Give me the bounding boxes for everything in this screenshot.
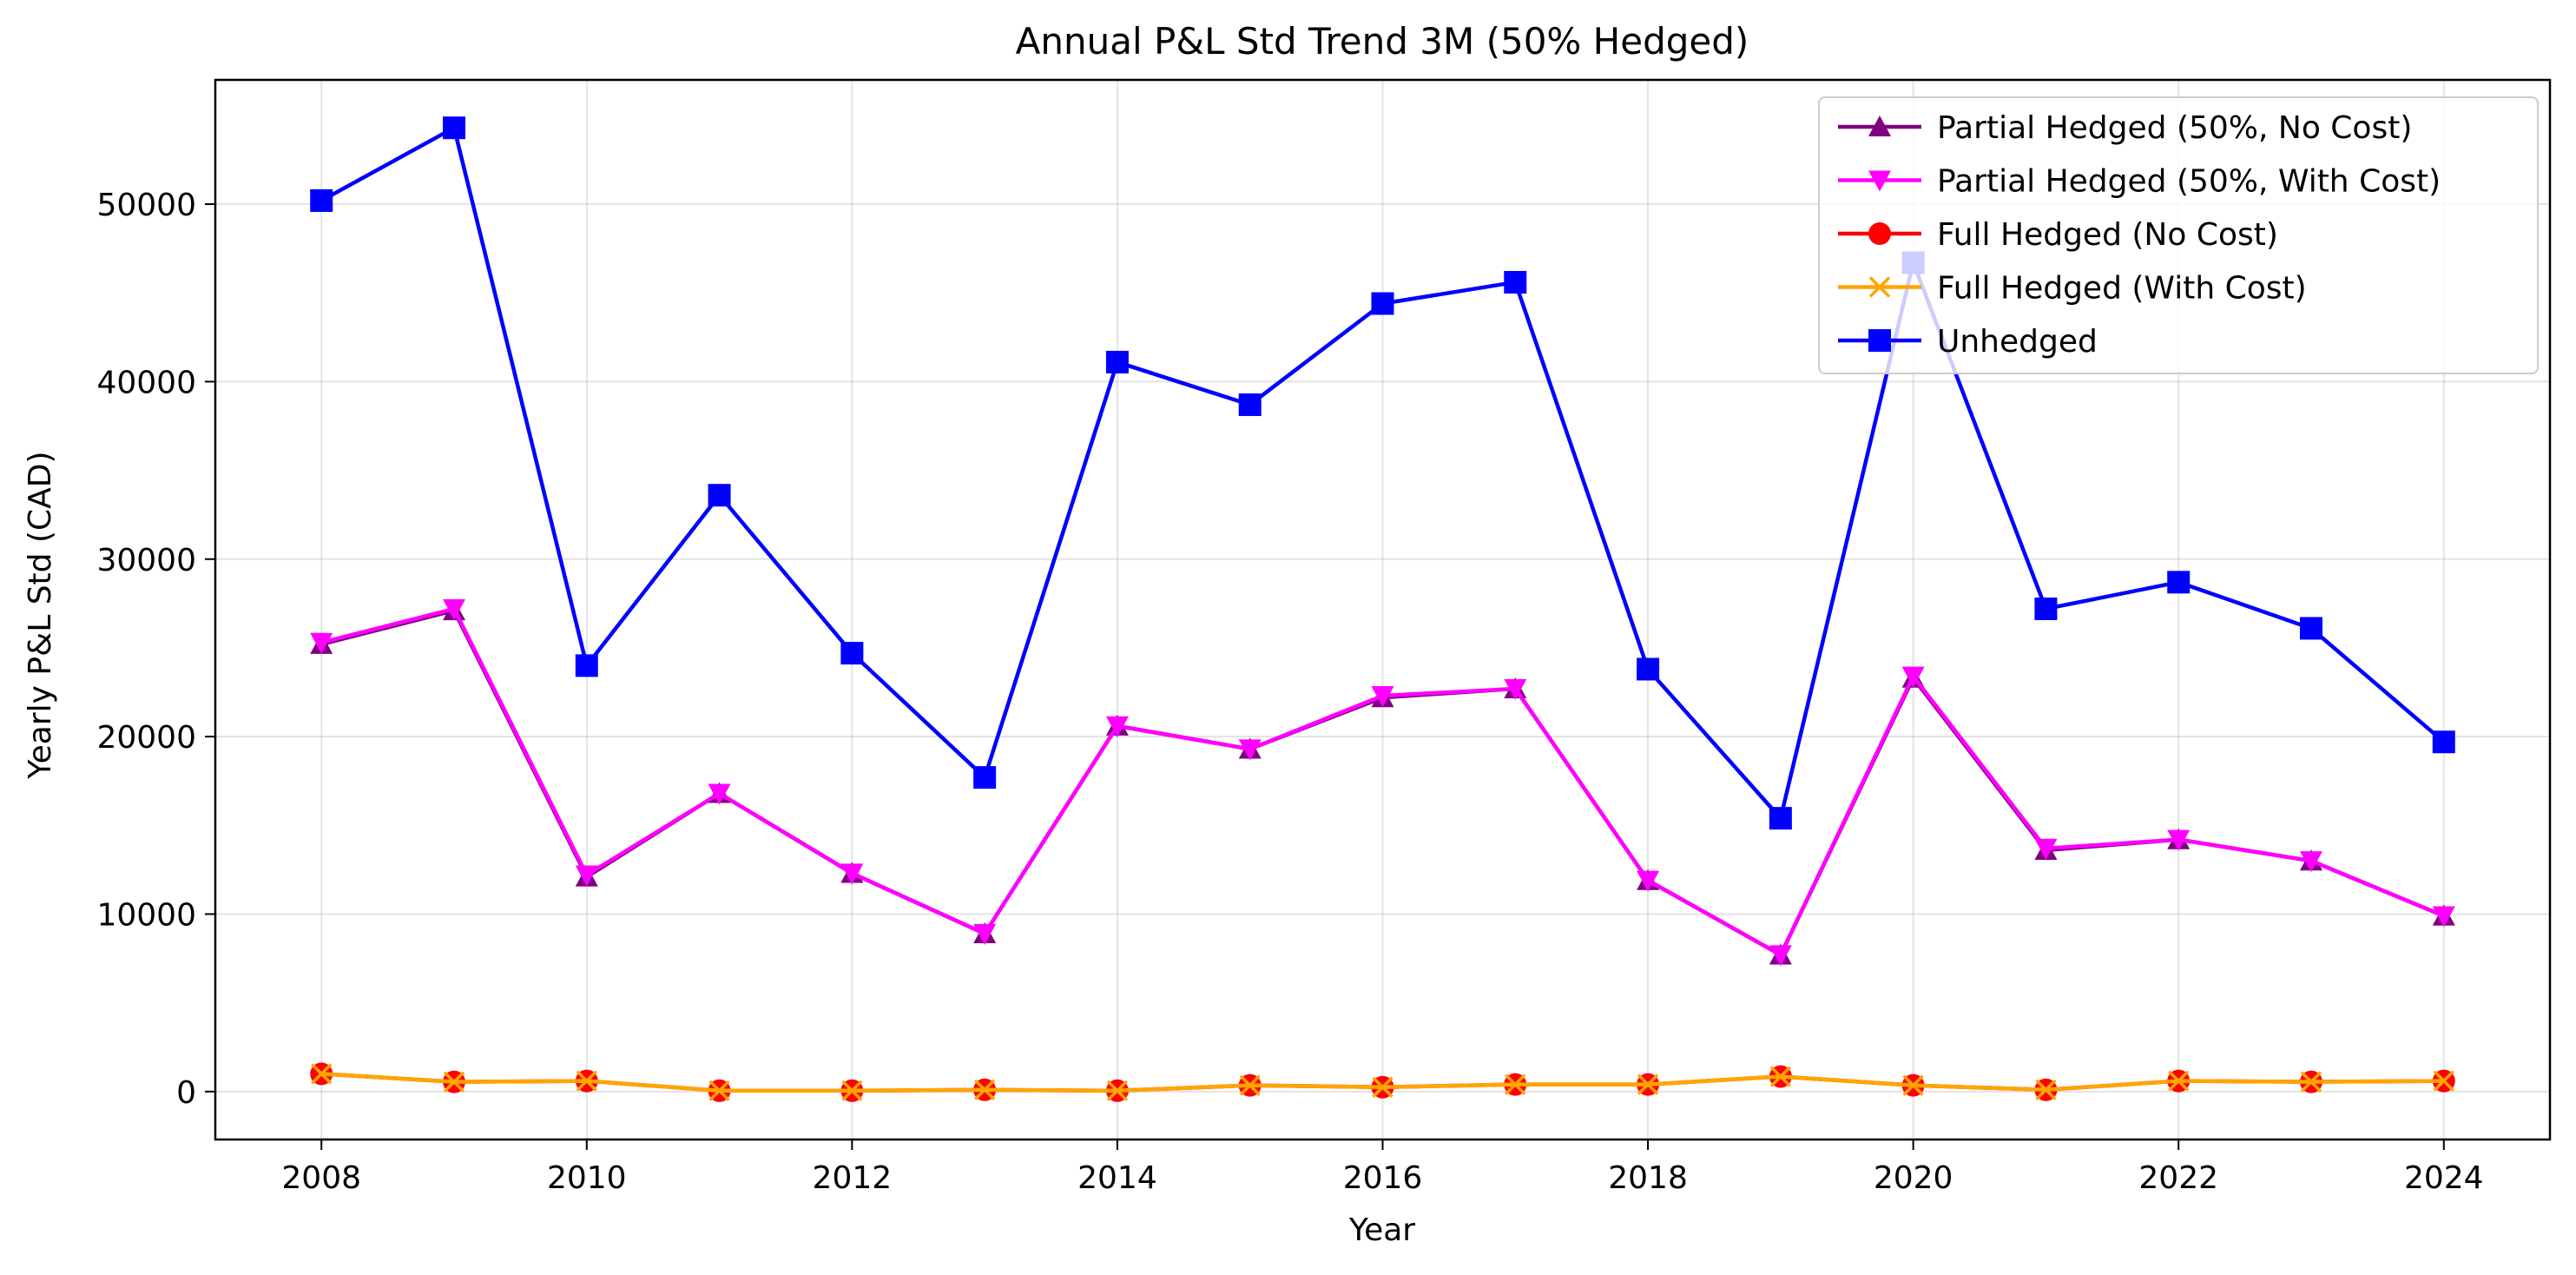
legend-label: Partial Hedged (50%, With Cost)	[1937, 164, 2441, 200]
data-point	[2167, 829, 2191, 851]
data-point	[2299, 851, 2322, 873]
x-tick-label: 2022	[2138, 1160, 2218, 1196]
x-tick-label: 2012	[813, 1160, 893, 1196]
legend-item-partial-hedged-50-no-cost: Partial Hedged (50%, No Cost)	[1838, 110, 2412, 146]
data-point	[443, 116, 466, 140]
data-point	[1637, 657, 1660, 681]
legend-box	[1818, 96, 2539, 374]
legend-item-partial-hedged-50-with-cost: Partial Hedged (50%, With Cost)	[1838, 164, 2441, 200]
data-point	[1371, 686, 1394, 708]
x-tick-label: 2018	[1608, 1160, 1688, 1196]
data-point	[1106, 1080, 1129, 1102]
series-layer	[310, 116, 2455, 1102]
data-point	[1505, 1074, 1526, 1095]
y-tick-label: 50000	[96, 188, 196, 223]
data-point	[1239, 1074, 1261, 1096]
data-point	[310, 1063, 333, 1085]
x-axis-label: Year	[1348, 1212, 1415, 1248]
legend-marker	[1868, 276, 1891, 298]
legend-label: Partial Hedged (50%, No Cost)	[1937, 110, 2412, 146]
data-point	[973, 1079, 996, 1101]
data-point	[1769, 945, 1792, 967]
x-tick-label: 2014	[1077, 1160, 1157, 1196]
data-point	[2167, 571, 2191, 594]
x-tick-label: 2010	[547, 1160, 627, 1196]
data-point	[1504, 678, 1527, 700]
chart-title: Annual P&L Std Trend 3M (50% Hedged)	[1016, 20, 1749, 63]
legend: Partial Hedged (50%, No Cost) Partial Hed…	[1818, 96, 2539, 374]
data-point	[840, 863, 864, 885]
data-point	[708, 484, 731, 507]
data-point	[973, 923, 997, 945]
y-tick-label: 40000	[96, 365, 196, 400]
y-tick-label: 30000	[96, 543, 196, 578]
legend-label: Full Hedged (With Cost)	[1937, 271, 2307, 307]
data-point	[1902, 1074, 1924, 1096]
data-point	[443, 1071, 465, 1093]
data-point	[1371, 292, 1394, 315]
data-point	[1901, 666, 1925, 688]
data-point	[2433, 1070, 2455, 1092]
data-point	[1769, 1066, 1792, 1087]
series-partial-hedged-50-with-cost	[310, 598, 2455, 967]
y-tick-label: 10000	[96, 897, 196, 933]
legend-marker	[1868, 329, 1891, 352]
data-point	[2167, 1070, 2190, 1092]
x-tick-label: 2008	[281, 1160, 361, 1196]
data-point	[576, 1070, 598, 1092]
data-point	[1504, 270, 1527, 294]
data-point	[840, 642, 864, 665]
data-point	[708, 1080, 730, 1102]
data-point	[2432, 730, 2455, 754]
data-point	[708, 783, 731, 805]
series-unhedged	[310, 116, 2455, 830]
data-point	[2299, 617, 2322, 640]
data-point	[310, 632, 333, 654]
x-tick-label: 2020	[1874, 1160, 1953, 1196]
data-point	[310, 188, 333, 212]
legend-marker	[1868, 170, 1891, 192]
data-point	[1637, 1074, 1659, 1095]
legend-item-full-hedged-with-cost: Full Hedged (With Cost)	[1838, 271, 2307, 307]
data-point	[1769, 807, 1792, 830]
data-point	[1105, 716, 1129, 737]
legend-marker	[1868, 116, 1891, 137]
x-tick-label: 2016	[1343, 1160, 1423, 1196]
axis-ticks: 2008 2010 2012 2014 2016 2018 2020 2022 2024 0 100…	[96, 188, 2483, 1196]
y-tick-label: 20000	[96, 720, 196, 756]
legend-item-full-hedged-no-cost: Full Hedged (No Cost)	[1838, 217, 2278, 253]
data-point	[1238, 393, 1262, 416]
data-point	[841, 1080, 863, 1102]
data-point	[1105, 350, 1129, 373]
data-point	[2035, 1079, 2057, 1101]
series-full-hedged-with-cost	[310, 1063, 2455, 1102]
data-point	[575, 654, 598, 677]
data-point	[973, 766, 997, 789]
x-tick-label: 2024	[2404, 1160, 2484, 1196]
legend-label: Unhedged	[1937, 324, 2098, 360]
y-tick-label: 0	[176, 1075, 196, 1111]
data-point	[2300, 1071, 2322, 1093]
data-point	[443, 598, 466, 620]
data-point	[2034, 838, 2058, 860]
legend-item-unhedged: Unhedged	[1838, 324, 2098, 360]
data-point	[2034, 597, 2058, 620]
data-point	[1637, 870, 1660, 892]
legend-label: Full Hedged (No Cost)	[1937, 217, 2278, 253]
data-point	[1372, 1076, 1393, 1098]
data-point	[2432, 906, 2455, 928]
y-axis-label: Yearly P&L Std (CAD)	[23, 451, 58, 779]
data-point	[1238, 739, 1262, 761]
data-point	[575, 865, 598, 887]
legend-marker	[1868, 222, 1891, 245]
